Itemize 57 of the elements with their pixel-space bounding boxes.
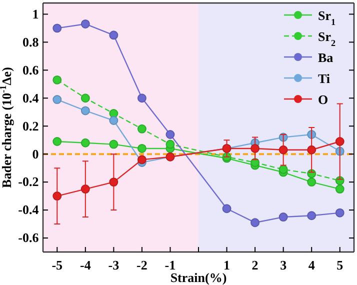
point: [250, 218, 260, 228]
point: [52, 137, 62, 146]
point: [307, 211, 316, 220]
y-tick-label: 0.8: [22, 34, 40, 50]
x-tick-label: -4: [80, 257, 92, 272]
y-tick-label: -0.2: [18, 174, 39, 190]
point: [222, 204, 232, 214]
x-tick-label: 5: [336, 257, 344, 272]
point: [137, 155, 146, 164]
y-tick-label: 1: [32, 6, 39, 22]
y-tick-label: -0.4: [18, 202, 40, 218]
point: [250, 144, 260, 153]
y-tick-label: 0.6: [22, 62, 40, 78]
point: [109, 178, 118, 187]
point: [52, 75, 62, 84]
point: [335, 184, 344, 194]
point: [109, 140, 118, 149]
point: [52, 192, 62, 201]
x-tick-label: 3: [280, 257, 288, 272]
x-tick-label: 1: [224, 257, 230, 272]
point: [137, 124, 146, 134]
point: [109, 116, 118, 125]
point: [109, 30, 118, 40]
point: [335, 208, 344, 218]
point: [278, 164, 288, 174]
point: [166, 140, 175, 149]
point: [80, 106, 90, 116]
point: [80, 138, 90, 148]
y-tick-label: 0: [32, 146, 39, 162]
point: [52, 95, 62, 104]
x-tick-label: -2: [136, 257, 148, 272]
point: [278, 145, 288, 154]
x-tick-label: -1: [164, 257, 176, 272]
x-tick-label: 2: [252, 257, 258, 272]
point: [80, 184, 90, 194]
x-tick-label: -5: [52, 257, 64, 272]
point: [335, 137, 344, 146]
y-tick-label: -0.6: [18, 230, 40, 246]
legend-label: Sr$_{1}$: [318, 8, 336, 27]
point: [307, 145, 316, 154]
point: [166, 130, 175, 139]
legend-label: Ti: [318, 71, 330, 86]
point: [307, 178, 316, 187]
point: [278, 212, 288, 222]
legend-label: Ba: [318, 50, 334, 65]
y-tick-label: 0.2: [22, 118, 39, 134]
point: [80, 20, 90, 28]
x-axis-title: Strain(%): [170, 270, 227, 285]
legend-label: O: [318, 92, 328, 107]
legend-label: Sr$_{2}$: [318, 29, 336, 48]
point: [52, 24, 62, 33]
point: [80, 94, 90, 103]
y-tick-label: 0.4: [22, 90, 40, 106]
x-tick-label: -3: [108, 257, 120, 272]
point: [137, 144, 146, 153]
point: [137, 94, 146, 103]
x-tick-label: 4: [308, 257, 316, 272]
